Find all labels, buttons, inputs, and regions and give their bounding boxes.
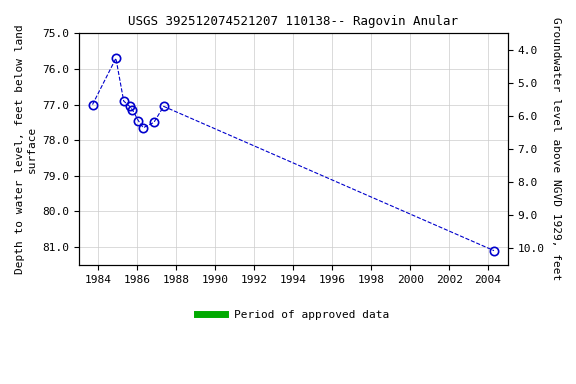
Title: USGS 392512074521207 110138-- Ragovin Anular: USGS 392512074521207 110138-- Ragovin An… [128, 15, 458, 28]
Legend: Period of approved data: Period of approved data [193, 305, 393, 324]
Y-axis label: Depth to water level, feet below land
surface: Depth to water level, feet below land su… [15, 24, 37, 274]
Y-axis label: Groundwater level above NGVD 1929, feet: Groundwater level above NGVD 1929, feet [551, 18, 561, 281]
